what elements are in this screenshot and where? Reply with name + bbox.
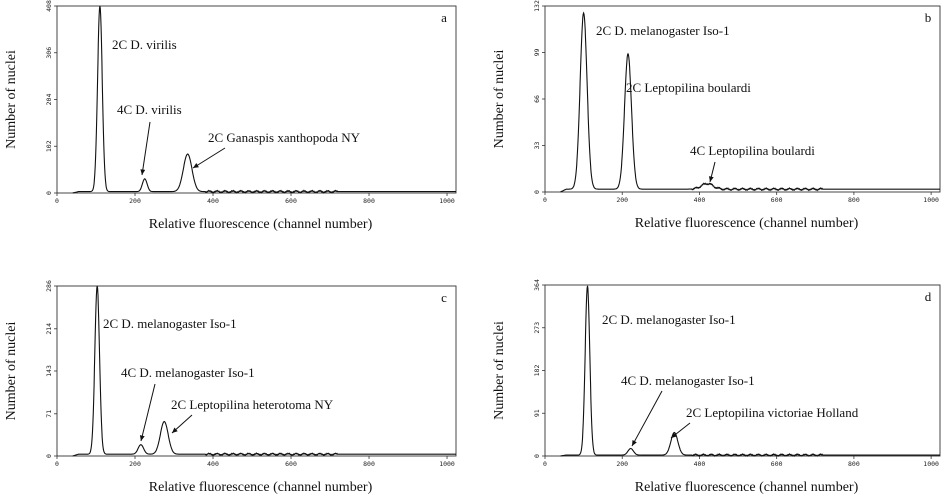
panel-label: c bbox=[441, 290, 447, 305]
x-tick-label: 400 bbox=[207, 197, 219, 205]
peak-annotation: 2C D. virilis bbox=[112, 37, 177, 52]
x-tick-label: 200 bbox=[129, 460, 141, 468]
y-tick-label: 91 bbox=[533, 409, 541, 417]
x-tick-label: 200 bbox=[616, 196, 628, 204]
x-tick-label: 1000 bbox=[923, 460, 939, 468]
annotation-arrowhead bbox=[671, 432, 677, 438]
y-tick-label: 99 bbox=[533, 49, 541, 57]
peak-annotation: 2C Leptopilina boulardi bbox=[626, 80, 751, 95]
x-tick-label: 600 bbox=[771, 196, 783, 204]
y-tick-label: 204 bbox=[45, 94, 53, 106]
plot-frame bbox=[56, 5, 457, 194]
y-tick-label: 132 bbox=[533, 0, 541, 12]
x-tick-label: 400 bbox=[694, 460, 706, 468]
y-tick-label: 214 bbox=[45, 323, 53, 335]
x-tick-label: 400 bbox=[694, 196, 706, 204]
x-axis-title: Relative fluorescence (channel number) bbox=[635, 480, 859, 495]
x-tick-label: 0 bbox=[543, 460, 547, 468]
y-tick-label: 102 bbox=[45, 140, 53, 152]
panel-label: a bbox=[441, 10, 447, 25]
panel-d: 0 200 400 600 800 1000 0 91 182 273 364 Number of n… bbox=[492, 279, 941, 495]
y-axis-title: Number of nuclei bbox=[492, 50, 507, 149]
panel-b: 0 200 400 600 800 1000 0 33 66 99 132 Number of nuc… bbox=[492, 0, 941, 231]
y-axis-title: Number of nuclei bbox=[4, 50, 19, 149]
peak-annotation: 2C Ganaspis xanthopoda NY bbox=[208, 130, 361, 145]
annotation-arrow-line bbox=[140, 383, 156, 442]
y-tick-label: 408 bbox=[45, 0, 53, 12]
annotation-arrow-line bbox=[631, 390, 663, 447]
plot-frame bbox=[56, 285, 457, 457]
x-axis-title: Relative fluorescence (channel number) bbox=[149, 217, 373, 232]
x-axis-title: Relative fluorescence (channel number) bbox=[635, 216, 859, 231]
peak-annotation: 2C Leptopilina victoriae Holland bbox=[686, 405, 859, 420]
x-tick-label: 400 bbox=[207, 460, 219, 468]
peak-annotation: 4C D. melanogaster Iso-1 bbox=[621, 373, 755, 388]
panel-label: b bbox=[925, 10, 932, 25]
y-tick-label: 273 bbox=[533, 322, 541, 334]
x-tick-label: 600 bbox=[285, 460, 297, 468]
y-tick-label: 0 bbox=[533, 454, 541, 458]
x-tick-label: 800 bbox=[848, 460, 860, 468]
x-tick-label: 800 bbox=[363, 460, 375, 468]
y-tick-label: 0 bbox=[45, 191, 53, 195]
x-tick-label: 800 bbox=[363, 197, 375, 205]
y-tick-label: 286 bbox=[45, 280, 53, 292]
peak-annotation: 4C D. melanogaster Iso-1 bbox=[121, 365, 255, 380]
peak-annotation: 4C D. virilis bbox=[117, 102, 182, 117]
x-tick-label: 0 bbox=[543, 196, 547, 204]
y-tick-label: 33 bbox=[533, 142, 541, 150]
annotation-arrowhead bbox=[139, 435, 145, 441]
annotation-arrowhead bbox=[632, 440, 637, 446]
annotation-arrowhead bbox=[172, 427, 178, 433]
x-tick-label: 800 bbox=[848, 196, 860, 204]
plot-frame bbox=[544, 284, 941, 457]
annotation-arrowhead bbox=[709, 176, 714, 182]
y-tick-label: 0 bbox=[533, 190, 541, 194]
x-tick-label: 600 bbox=[771, 460, 783, 468]
histogram-series-line bbox=[560, 11, 940, 193]
x-tick-label: 1000 bbox=[439, 460, 455, 468]
peak-annotation: 2C D. melanogaster Iso-1 bbox=[602, 312, 736, 327]
y-tick-label: 364 bbox=[533, 279, 541, 291]
y-tick-label: 143 bbox=[45, 365, 53, 377]
y-tick-label: 182 bbox=[533, 365, 541, 377]
peak-annotation: 4C Leptopilina boulardi bbox=[690, 143, 815, 158]
x-tick-label: 1000 bbox=[439, 197, 455, 205]
panel-a: 0 200 400 600 800 1000 0 102 204 306 408 Number of … bbox=[4, 0, 457, 232]
x-axis-title: Relative fluorescence (channel number) bbox=[149, 480, 373, 495]
histogram-series-line bbox=[560, 285, 940, 457]
y-axis-title: Number of nuclei bbox=[4, 322, 19, 421]
annotation-arrow-line bbox=[141, 121, 151, 176]
annotation-arrowhead bbox=[193, 163, 199, 168]
x-tick-label: 600 bbox=[285, 197, 297, 205]
y-tick-label: 66 bbox=[533, 95, 541, 103]
histogram-series-line bbox=[72, 285, 456, 457]
x-tick-label: 200 bbox=[129, 197, 141, 205]
x-tick-label: 0 bbox=[55, 460, 59, 468]
x-tick-label: 0 bbox=[55, 197, 59, 205]
y-tick-label: 306 bbox=[45, 47, 53, 59]
peak-annotation: 2C D. melanogaster Iso-1 bbox=[596, 23, 730, 38]
panel-label: d bbox=[925, 289, 932, 304]
y-tick-label: 0 bbox=[45, 454, 53, 458]
peak-annotation: 2C Leptopilina heterotoma NY bbox=[171, 397, 334, 412]
annotation-arrow-line bbox=[192, 147, 226, 169]
y-axis-title: Number of nuclei bbox=[492, 321, 507, 420]
x-tick-label: 1000 bbox=[923, 196, 939, 204]
peak-annotation: 2C D. melanogaster Iso-1 bbox=[103, 316, 237, 331]
panel-c: 0 200 400 600 800 1000 0 71 143 214 286 Number of n… bbox=[4, 280, 457, 495]
x-tick-label: 200 bbox=[616, 460, 628, 468]
annotation-arrowhead bbox=[140, 169, 146, 175]
y-tick-label: 71 bbox=[45, 410, 53, 418]
histogram-series-line bbox=[72, 5, 456, 194]
